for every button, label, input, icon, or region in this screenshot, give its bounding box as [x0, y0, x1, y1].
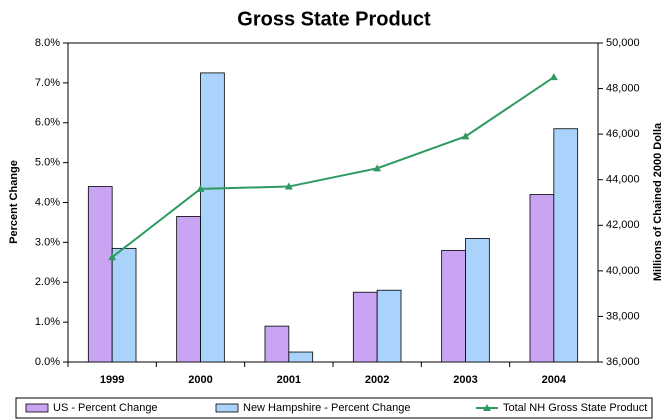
y2-tick-label: 50,000 — [606, 37, 640, 49]
x-tick-label: 2001 — [277, 374, 301, 386]
line-marker — [196, 184, 205, 192]
y2-tick-label: 44,000 — [606, 174, 640, 186]
bar — [352, 291, 378, 363]
y2-tick-label: 40,000 — [606, 265, 640, 277]
line-marker — [373, 164, 382, 172]
x-tick-label: 2002 — [365, 374, 389, 386]
bar — [441, 249, 466, 363]
bar — [176, 216, 201, 363]
bar — [529, 194, 555, 363]
y-tick-label: 0.0% — [35, 356, 60, 368]
y-tick-label: 6.0% — [35, 117, 60, 129]
legend-label: US - Percent Change — [53, 402, 158, 414]
legend-label: Total NH Gross State Product — [503, 402, 647, 414]
legend-box — [15, 397, 653, 419]
plot-frame — [67, 42, 599, 363]
line — [111, 76, 555, 258]
y-tick-label: 2.0% — [35, 276, 60, 288]
y-tick-label: 8.0% — [35, 37, 60, 49]
legend-swatch — [215, 403, 239, 413]
bar — [264, 325, 290, 363]
bar — [288, 351, 314, 363]
y2-tick-label: 38,000 — [606, 310, 640, 322]
x-tick-label: 2000 — [188, 374, 212, 386]
y-tick-label: 1.0% — [35, 316, 60, 328]
legend-marker — [483, 404, 491, 411]
y2-tick-label: 48,000 — [606, 82, 640, 94]
bar — [376, 289, 402, 363]
y-tick-label: 3.0% — [35, 236, 60, 248]
bar — [553, 128, 579, 363]
line-marker — [108, 253, 117, 261]
line-marker — [549, 73, 558, 81]
bar — [465, 237, 490, 363]
y2-tick-label: 46,000 — [606, 128, 640, 140]
bar — [111, 247, 137, 363]
y-tick-label: 7.0% — [35, 77, 60, 89]
line-marker — [284, 182, 293, 190]
y2-tick-label: 36,000 — [606, 356, 640, 368]
chart-title: Gross State Product — [237, 8, 431, 30]
line-marker — [461, 132, 470, 140]
y2-tick-label: 42,000 — [606, 219, 640, 231]
legend-swatch — [25, 403, 49, 413]
y-tick-label: 4.0% — [35, 196, 60, 208]
y-axis-title: Percent Change — [8, 160, 20, 244]
x-tick-label: 2003 — [453, 374, 477, 386]
y2-axis-title: Millions of Chained 2000 Dolla — [652, 122, 664, 281]
bar — [200, 72, 225, 363]
y-tick-label: 5.0% — [35, 157, 60, 169]
legend-label: New Hampshire - Percent Change — [243, 402, 411, 414]
bar — [87, 186, 113, 363]
x-tick-label: 2004 — [542, 374, 567, 386]
x-tick-label: 1999 — [100, 374, 124, 386]
